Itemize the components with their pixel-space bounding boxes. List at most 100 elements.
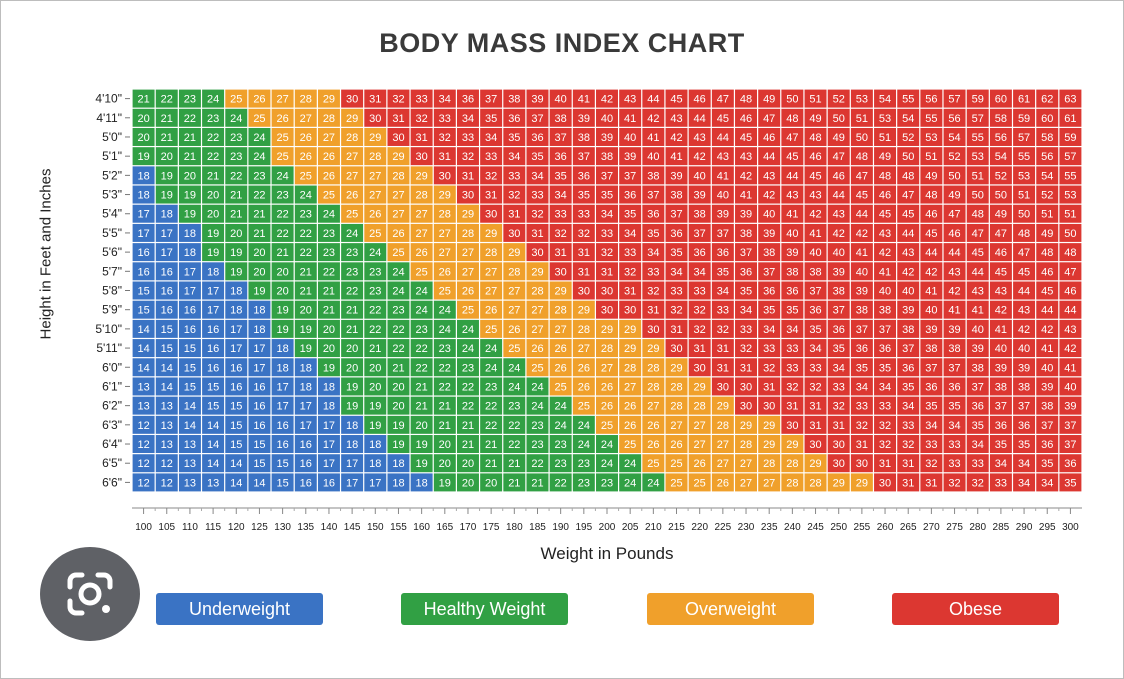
bmi-cell <box>804 185 827 204</box>
bmi-cell <box>294 396 317 415</box>
bmi-value: 40 <box>647 151 659 163</box>
bmi-cell <box>1013 358 1036 377</box>
bmi-value: 34 <box>670 266 682 278</box>
bmi-value: 27 <box>300 113 312 125</box>
bmi-cell <box>364 147 387 166</box>
bmi-value: 44 <box>856 209 868 221</box>
bmi-cell <box>1059 339 1082 358</box>
bmi-cell <box>735 147 758 166</box>
bmi-cell <box>735 339 758 358</box>
bmi-value: 30 <box>439 170 451 182</box>
bmi-value: 38 <box>1041 401 1053 413</box>
bmi-value: 14 <box>230 458 242 470</box>
bmi-cell <box>596 396 618 415</box>
bmi-cell <box>850 319 873 338</box>
bmi-value: 15 <box>161 324 173 336</box>
bmi-cell <box>758 243 781 262</box>
bmi-cell <box>132 358 155 377</box>
bmi-value: 42 <box>948 286 960 298</box>
weight-tick-label: 175 <box>483 522 500 533</box>
bmi-value: 29 <box>694 381 706 393</box>
bmi-cell <box>155 223 178 242</box>
bmi-value: 37 <box>1064 439 1076 451</box>
bmi-cell <box>874 147 897 166</box>
bmi-value: 20 <box>369 362 381 374</box>
bmi-cell <box>248 300 271 319</box>
bmi-value: 18 <box>392 477 404 489</box>
bmi-cell <box>711 166 734 185</box>
bmi-value: 53 <box>925 132 937 144</box>
bmi-cell <box>1059 243 1082 262</box>
bmi-value: 38 <box>601 151 613 163</box>
bmi-value: 50 <box>972 190 984 202</box>
bmi-cell <box>804 127 827 146</box>
bmi-value: 44 <box>1041 305 1053 317</box>
bmi-value: 29 <box>369 132 381 144</box>
bmi-value: 46 <box>1064 286 1076 298</box>
bmi-value: 25 <box>323 190 335 202</box>
bmi-value: 27 <box>601 362 613 374</box>
bmi-cell <box>758 358 781 377</box>
bmi-value: 15 <box>253 458 265 470</box>
bmi-value: 34 <box>856 381 868 393</box>
bmi-cell <box>897 185 920 204</box>
bmi-cell <box>410 185 433 204</box>
bmi-value: 30 <box>508 228 520 240</box>
bmi-cell <box>202 166 225 185</box>
bmi-cell <box>758 377 781 396</box>
bmi-cell <box>619 262 642 281</box>
bmi-value: 16 <box>253 381 265 393</box>
bmi-cell <box>665 89 688 108</box>
bmi-cell <box>433 108 456 127</box>
bmi-cell <box>364 358 387 377</box>
bmi-cell <box>410 319 433 338</box>
bmi-cell <box>619 243 642 262</box>
bmi-value: 21 <box>462 439 474 451</box>
bmi-cell <box>758 166 781 185</box>
bmi-cell <box>827 108 850 127</box>
bmi-cell <box>456 454 479 473</box>
bmi-cell <box>503 204 526 223</box>
bmi-cell <box>341 377 364 396</box>
bmi-value: 21 <box>485 439 497 451</box>
bmi-value: 45 <box>740 132 752 144</box>
bmi-value: 33 <box>763 343 775 355</box>
bmi-cell <box>711 89 734 108</box>
bmi-value: 29 <box>601 324 613 336</box>
google-lens-button[interactable] <box>40 547 140 641</box>
bmi-cell <box>943 300 966 319</box>
bmi-value: 32 <box>647 286 659 298</box>
bmi-cell <box>364 415 387 434</box>
bmi-cell <box>456 243 479 262</box>
bmi-value: 47 <box>1064 266 1076 278</box>
bmi-value: 24 <box>369 247 381 259</box>
bmi-value: 28 <box>485 247 497 259</box>
bmi-cell <box>178 262 201 281</box>
bmi-value: 42 <box>995 305 1007 317</box>
bmi-cell <box>1013 166 1036 185</box>
bmi-value: 24 <box>578 439 590 451</box>
bmi-cell <box>526 319 549 338</box>
bmi-cell <box>1013 147 1036 166</box>
bmi-cell <box>619 415 642 434</box>
bmi-cell <box>804 281 827 300</box>
bmi-value: 29 <box>346 113 358 125</box>
bmi-value: 31 <box>647 305 659 317</box>
bmi-cell <box>364 454 387 473</box>
bmi-cell <box>526 281 549 300</box>
bmi-value: 60 <box>1041 113 1053 125</box>
bmi-cell <box>874 300 897 319</box>
bmi-value: 33 <box>670 286 682 298</box>
bmi-cell <box>850 358 873 377</box>
bmi-cell <box>178 166 201 185</box>
bmi-cell <box>178 358 201 377</box>
bmi-value: 35 <box>879 362 891 374</box>
bmi-value: 20 <box>462 477 474 489</box>
bmi-cell <box>827 243 850 262</box>
bmi-value: 34 <box>647 247 659 259</box>
bmi-value: 37 <box>485 94 497 106</box>
bmi-value: 20 <box>253 247 265 259</box>
bmi-cell <box>874 166 897 185</box>
bmi-cell <box>456 108 479 127</box>
bmi-cell <box>1059 185 1082 204</box>
